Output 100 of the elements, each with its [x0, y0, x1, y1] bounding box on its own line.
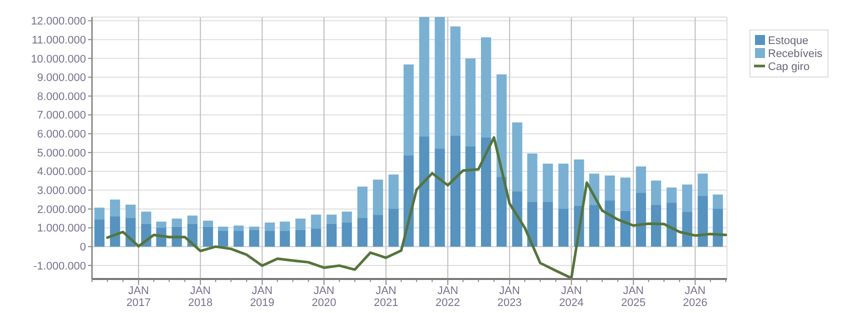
bar [558, 208, 568, 247]
bar [342, 212, 352, 223]
x-tick-label: JAN 2024 [559, 285, 584, 309]
x-tick-label: JAN 2020 [312, 285, 336, 309]
bar [434, 148, 445, 247]
bar [326, 224, 337, 247]
y-tick-label: 1.000.000 [37, 222, 86, 235]
bar [94, 208, 105, 220]
bar [636, 166, 646, 193]
x-tick-label: JAN 2021 [374, 285, 398, 309]
bar [666, 188, 677, 203]
bar [419, 17, 430, 137]
y-tick-label: 10.000.000 [30, 53, 86, 66]
bar [110, 200, 120, 217]
bar [666, 202, 677, 247]
bar [310, 228, 322, 247]
bar [187, 216, 198, 224]
bar [636, 192, 646, 247]
bar [558, 164, 568, 209]
x-tick-label: JAN 2022 [436, 285, 460, 309]
bar [620, 178, 630, 211]
bar [156, 222, 166, 228]
y-tick-label: 5.000.000 [37, 147, 86, 160]
bar [141, 212, 152, 224]
x-tick-label: JAN 2017 [126, 285, 151, 309]
x-tick-label: JAN 2023 [497, 285, 522, 309]
bar [698, 174, 708, 196]
y-tick-label: 0 [80, 241, 86, 254]
y-tick-label: 8.000.000 [37, 90, 86, 103]
bar [512, 122, 522, 192]
bar [280, 230, 290, 247]
bar [604, 175, 615, 201]
x-tick-label: JAN 2018 [188, 285, 213, 309]
y-tick-label: 6.000.000 [37, 128, 86, 141]
bar [388, 208, 399, 247]
y-tick-label: 9.000.000 [37, 72, 86, 84]
bar [404, 64, 414, 156]
y-tick-label: 12.000.000 [30, 16, 86, 28]
legend-label: Estoque [768, 34, 808, 47]
bar [310, 214, 322, 229]
bar [326, 214, 337, 224]
bar [172, 218, 182, 227]
bar [496, 176, 507, 247]
bar [450, 136, 460, 247]
bar [574, 159, 584, 206]
y-tick-label: 11.000.000 [32, 34, 86, 46]
y-tick-label: 4.000.000 [37, 166, 86, 178]
bar [496, 74, 507, 177]
bar [650, 180, 662, 205]
bar [480, 37, 492, 138]
bar [372, 214, 384, 247]
bar [682, 212, 692, 247]
x-tick-label: JAN 2025 [621, 285, 646, 309]
bar [234, 230, 244, 247]
bar [357, 186, 368, 218]
y-tick-label: -1.000.000 [33, 260, 86, 272]
bar [465, 146, 476, 247]
bar [682, 184, 692, 212]
y-tick-label: 3.000.000 [37, 185, 86, 198]
bar [480, 137, 492, 247]
bar [264, 222, 275, 231]
y-tick-label: 2.000.000 [37, 204, 86, 216]
bar [712, 208, 723, 247]
bar [264, 230, 275, 247]
bar [542, 164, 553, 202]
bar [295, 230, 306, 247]
bar [295, 218, 306, 230]
bar [512, 191, 522, 247]
bar [527, 153, 538, 202]
bar [465, 58, 476, 146]
bar [698, 196, 708, 247]
bar [372, 180, 384, 215]
bar [450, 26, 460, 136]
bar [126, 204, 136, 218]
bar [357, 218, 368, 247]
bar [218, 230, 228, 247]
x-tick-label: JAN 2026 [682, 285, 708, 309]
bar [434, 17, 445, 149]
bar [712, 194, 723, 209]
bar [620, 210, 630, 247]
bar [650, 204, 662, 247]
bar [234, 226, 244, 231]
bar [419, 136, 430, 247]
bar [342, 222, 352, 247]
bar [202, 226, 214, 247]
bar [249, 226, 260, 230]
line-series [106, 136, 728, 280]
bar [604, 200, 615, 247]
bar [249, 230, 260, 247]
bar [94, 220, 105, 247]
bar [542, 202, 553, 247]
y-tick-label: 7.000.000 [37, 110, 86, 122]
bar [202, 220, 214, 227]
legend-label: Cap giro [768, 60, 810, 73]
legend-label: Recebíveis [768, 48, 823, 60]
bar [589, 204, 600, 247]
x-tick-label: JAN 2019 [250, 285, 274, 309]
bar [218, 226, 228, 231]
bar [527, 202, 538, 247]
bar [280, 222, 290, 231]
